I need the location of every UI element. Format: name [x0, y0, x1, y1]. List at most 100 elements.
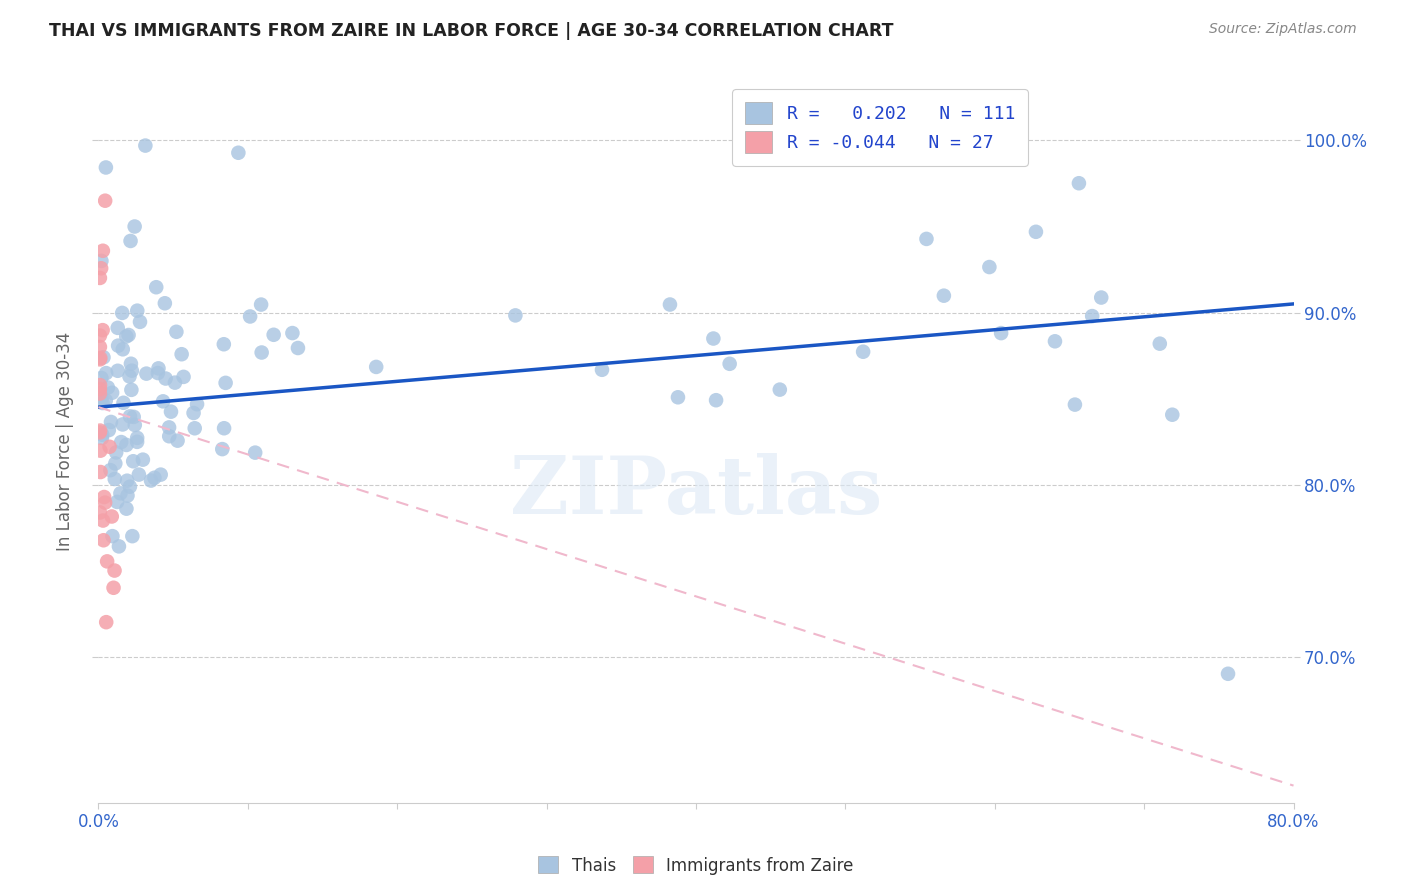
- Point: [127, 434, 149, 449]
- Point: [89, 378, 111, 392]
- Point: [127, 431, 149, 445]
- Point: [1149, 336, 1171, 351]
- Point: [115, 501, 138, 516]
- Point: [702, 332, 724, 346]
- Point: [96, 615, 118, 630]
- Point: [211, 442, 233, 456]
- Point: [94, 194, 117, 208]
- Point: [250, 345, 273, 359]
- Point: [94, 161, 117, 175]
- Point: [146, 366, 169, 380]
- Point: [89, 443, 111, 458]
- Point: [103, 564, 125, 578]
- Point: [89, 351, 111, 365]
- Point: [91, 323, 114, 337]
- Point: [120, 357, 142, 371]
- Point: [93, 533, 115, 548]
- Point: [1090, 291, 1112, 305]
- Point: [94, 366, 117, 380]
- Point: [105, 495, 128, 509]
- Point: [101, 385, 124, 400]
- Point: [115, 329, 138, 343]
- Point: [91, 514, 114, 528]
- Point: [157, 429, 180, 443]
- Point: [98, 440, 121, 454]
- Point: [89, 465, 111, 479]
- Point: [287, 341, 309, 355]
- Point: [1025, 225, 1047, 239]
- Point: [1081, 309, 1104, 323]
- Point: [245, 445, 267, 459]
- Point: [124, 417, 146, 432]
- Point: [1161, 408, 1184, 422]
- Point: [94, 495, 117, 509]
- Point: [990, 326, 1012, 340]
- Text: ZIPatlas: ZIPatlas: [510, 453, 882, 531]
- Point: [1067, 176, 1090, 190]
- Point: [120, 383, 142, 397]
- Point: [93, 490, 115, 504]
- Point: [852, 344, 875, 359]
- Point: [118, 480, 141, 494]
- Point: [128, 467, 150, 482]
- Point: [118, 409, 141, 424]
- Point: [183, 406, 205, 420]
- Point: [91, 396, 114, 410]
- Point: [704, 393, 727, 408]
- Point: [121, 529, 143, 543]
- Point: [166, 434, 188, 448]
- Point: [89, 506, 111, 520]
- Point: [153, 296, 176, 310]
- Point: [118, 369, 141, 384]
- Point: [212, 421, 235, 435]
- Point: [91, 431, 114, 445]
- Point: [1043, 334, 1066, 349]
- Point: [97, 380, 120, 394]
- Point: [263, 327, 285, 342]
- Point: [94, 393, 117, 408]
- Point: [366, 359, 388, 374]
- Text: Source: ZipAtlas.com: Source: ZipAtlas.com: [1209, 22, 1357, 37]
- Point: [111, 306, 134, 320]
- Point: [108, 540, 131, 554]
- Point: [101, 529, 124, 543]
- Point: [104, 472, 127, 486]
- Point: [1216, 666, 1239, 681]
- Point: [115, 438, 138, 452]
- Point: [90, 371, 112, 385]
- Point: [170, 347, 193, 361]
- Point: [89, 352, 111, 367]
- Point: [239, 310, 262, 324]
- Point: [122, 409, 145, 424]
- Point: [145, 280, 167, 294]
- Point: [117, 489, 139, 503]
- Point: [96, 554, 118, 568]
- Point: [212, 337, 235, 351]
- Point: [89, 271, 111, 285]
- Point: [110, 435, 132, 450]
- Point: [183, 421, 205, 435]
- Point: [658, 297, 681, 311]
- Point: [91, 244, 114, 258]
- Point: [157, 420, 180, 434]
- Point: [90, 253, 112, 268]
- Point: [163, 376, 186, 390]
- Point: [979, 260, 1001, 274]
- Point: [90, 261, 112, 276]
- Point: [100, 415, 122, 429]
- Point: [186, 397, 208, 411]
- Point: [505, 309, 527, 323]
- Point: [104, 457, 127, 471]
- Point: [111, 417, 134, 432]
- Point: [148, 361, 170, 376]
- Point: [105, 445, 128, 459]
- Point: [97, 423, 120, 437]
- Point: [100, 463, 122, 477]
- Point: [173, 369, 195, 384]
- Point: [89, 424, 111, 438]
- Point: [915, 232, 938, 246]
- Point: [117, 328, 139, 343]
- Point: [89, 425, 111, 440]
- Point: [110, 486, 132, 500]
- Point: [89, 382, 111, 396]
